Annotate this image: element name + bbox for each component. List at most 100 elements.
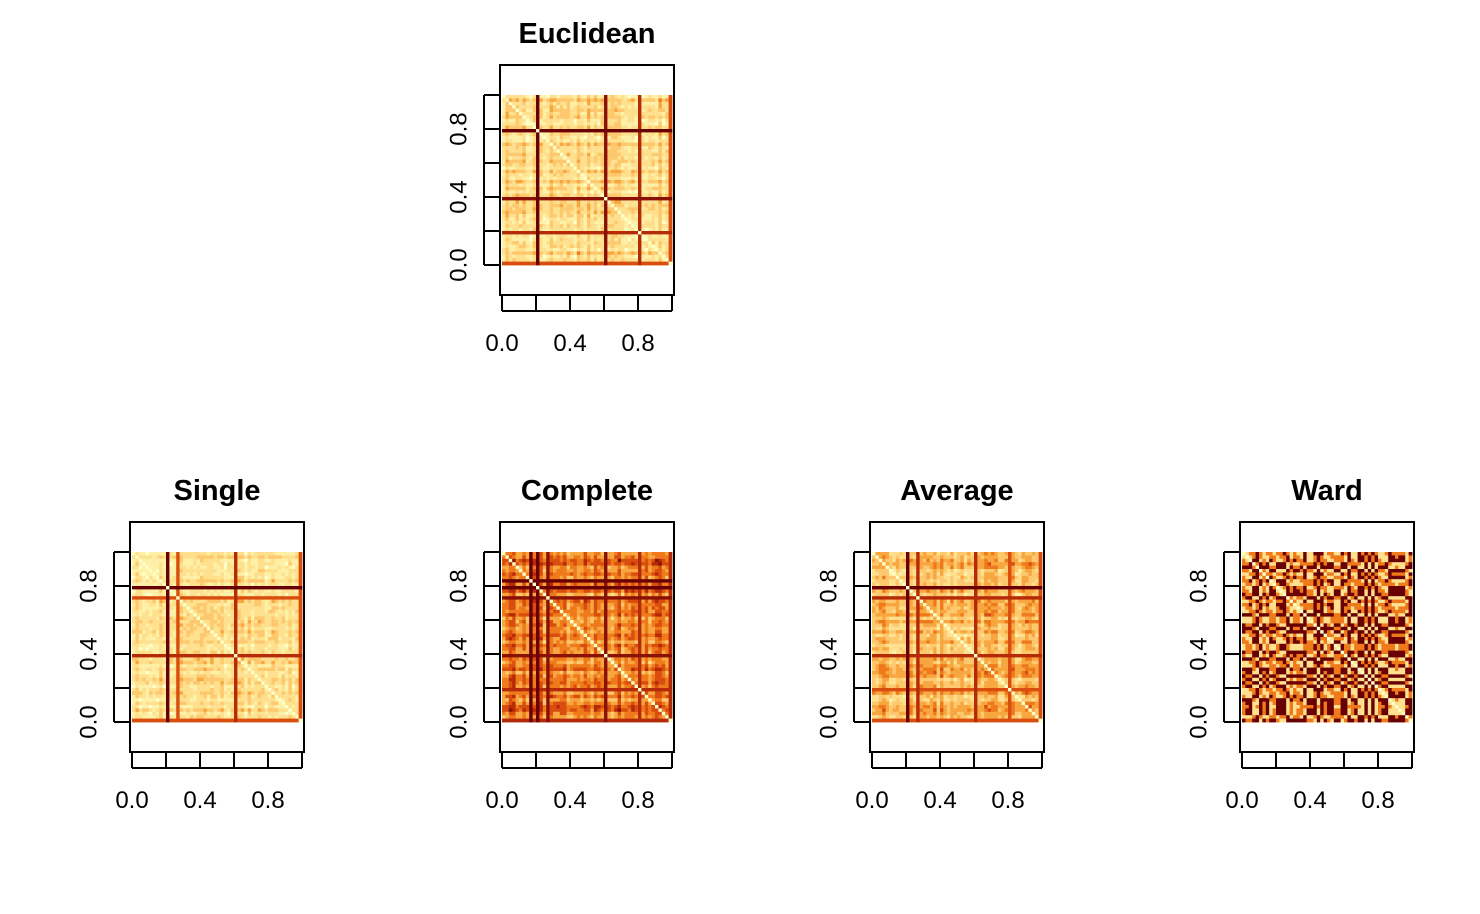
heatmap-cell: [563, 176, 567, 181]
heatmap-cell: [614, 149, 618, 154]
heatmap-cell: [512, 166, 516, 171]
heatmap-cell: [145, 664, 150, 668]
heatmap-cell: [559, 261, 564, 266]
heatmap-cell: [193, 715, 197, 719]
heatmap-cell: [166, 630, 170, 634]
heatmap-cell: [600, 118, 605, 123]
heatmap-cell: [502, 224, 506, 228]
heatmap-cell: [600, 112, 605, 116]
heatmap-cell: [573, 261, 578, 266]
heatmap-cell: [166, 718, 170, 723]
heatmap-cell: [587, 105, 591, 109]
heatmap-cell: [508, 152, 513, 157]
heatmap-cell: [200, 694, 204, 699]
heatmap-cell: [295, 589, 299, 594]
heatmap-cell: [132, 688, 136, 692]
heatmap-cell: [155, 562, 160, 566]
heatmap-cell: [522, 149, 527, 154]
heatmap-cell: [549, 200, 554, 205]
heatmap-cell: [661, 173, 666, 177]
heatmap-cell: [668, 183, 673, 188]
heatmap-cell: [264, 715, 269, 719]
heatmap-cell: [210, 552, 214, 556]
heatmap-cell: [206, 701, 211, 706]
heatmap-cell: [298, 565, 303, 570]
heatmap-cell: [268, 630, 272, 634]
heatmap-cell: [525, 139, 530, 143]
heatmap-cell: [502, 101, 506, 106]
heatmap-cell: [570, 95, 574, 99]
heatmap-cell: [536, 203, 540, 208]
heatmap-cell: [610, 142, 615, 147]
heatmap-cell: [522, 210, 527, 215]
heatmap-cell: [522, 169, 527, 174]
heatmap-cell: [621, 224, 625, 228]
heatmap-cell: [288, 575, 293, 580]
heatmap-cell: [570, 118, 574, 123]
heatmap-cell: [169, 606, 174, 611]
heatmap-cell: [227, 647, 231, 651]
heatmap-cell: [655, 193, 659, 198]
heatmap-cell: [206, 572, 211, 577]
heatmap-cell: [655, 159, 659, 164]
heatmap-cell: [179, 623, 184, 628]
heatmap-cell: [508, 95, 513, 99]
heatmap-cell: [515, 149, 520, 154]
heatmap-cell: [254, 616, 259, 621]
heatmap-cell: [295, 694, 299, 699]
heatmap-cell: [149, 643, 153, 648]
heatmap-cell: [573, 237, 578, 242]
heatmap-cell: [200, 609, 204, 614]
heatmap-cell: [166, 555, 170, 560]
heatmap-cell: [247, 637, 252, 641]
heatmap-cell: [149, 620, 153, 624]
heatmap-cell: [638, 118, 642, 123]
heatmap-cell: [183, 650, 187, 655]
heatmap-cell: [610, 190, 615, 194]
heatmap-cell: [132, 626, 136, 631]
chart-title: Single: [173, 475, 260, 507]
heatmap-cell: [515, 122, 520, 126]
heatmap-cell: [631, 173, 635, 177]
heatmap-cell: [186, 711, 191, 716]
heatmap-cell: [559, 163, 564, 167]
heatmap-cell: [254, 654, 259, 658]
heatmap-cell: [627, 105, 632, 109]
heatmap-cell: [604, 105, 608, 109]
heatmap-cell: [288, 599, 293, 604]
heatmap-cell: [196, 552, 201, 556]
heatmap-cell: [278, 572, 282, 577]
heatmap-cell: [627, 135, 632, 140]
heatmap-cell: [135, 664, 140, 668]
heatmap-cell: [288, 555, 293, 560]
heatmap-cell: [193, 657, 197, 662]
heatmap-cell: [234, 630, 238, 634]
heatmap-cell: [206, 684, 211, 689]
heatmap-cell: [145, 647, 150, 651]
heatmap-cell: [189, 647, 194, 651]
heatmap-cell: [291, 633, 296, 638]
heatmap-cell: [641, 224, 646, 228]
heatmap-cell: [641, 105, 646, 109]
heatmap-cell: [508, 135, 513, 140]
heatmap-cell: [257, 592, 262, 597]
heatmap-cell: [655, 166, 659, 171]
heatmap-cell: [166, 613, 170, 617]
heatmap-cell: [291, 688, 296, 692]
heatmap-cell: [604, 210, 608, 215]
heatmap-cell: [607, 108, 612, 113]
heatmap-cell: [655, 105, 659, 109]
heatmap-cell: [631, 197, 635, 201]
heatmap-cell: [614, 214, 618, 218]
heatmap-cell: [587, 173, 591, 177]
heatmap-cell: [566, 186, 571, 191]
heatmap-cell: [213, 708, 218, 713]
heatmap-cell: [142, 718, 146, 723]
heatmap-cell: [512, 200, 516, 205]
heatmap-cell: [655, 176, 659, 181]
heatmap-cell: [519, 224, 523, 228]
heatmap-cell: [155, 701, 160, 706]
heatmap-cell: [285, 643, 289, 648]
heatmap-cell: [576, 118, 581, 123]
heatmap-cell: [593, 261, 598, 266]
